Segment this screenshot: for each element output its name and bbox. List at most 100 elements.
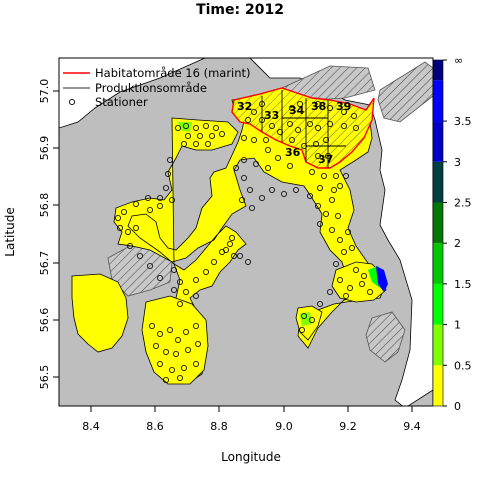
station-marker — [156, 194, 163, 201]
station-marker — [182, 328, 189, 335]
station-marker — [248, 204, 255, 211]
station-marker — [264, 146, 271, 153]
station-marker — [148, 322, 155, 329]
station-marker — [192, 322, 199, 329]
station-marker — [176, 300, 183, 307]
station-marker — [250, 109, 257, 116]
y-tick-label: 56.7 — [38, 251, 51, 276]
station-marker — [314, 125, 321, 132]
station-marker — [244, 258, 251, 265]
station-marker — [294, 127, 301, 134]
station-marker — [306, 192, 313, 199]
area-label-33: 33 — [264, 109, 279, 122]
station-marker — [246, 186, 253, 193]
station-marker — [212, 125, 219, 132]
colorbar-segment — [433, 283, 443, 325]
area-label-38: 38 — [311, 100, 326, 113]
legend: Habitatområde 16 (marint) Produktionsomr… — [63, 66, 251, 109]
station-marker — [352, 266, 359, 273]
station-marker — [240, 174, 247, 181]
station-marker — [180, 140, 187, 147]
station-marker — [228, 234, 235, 241]
station-marker — [162, 376, 169, 383]
station-marker — [202, 268, 209, 275]
colorbar-segment — [433, 121, 443, 162]
station-marker — [306, 121, 313, 128]
x-tick-label: 9.4 — [403, 420, 421, 433]
station-marker — [236, 252, 243, 259]
station-marker — [162, 348, 169, 355]
station-marker — [166, 326, 173, 333]
station-marker — [258, 101, 265, 108]
station-marker — [192, 140, 199, 147]
colorbar-tick-label: ∞ — [454, 54, 463, 67]
station-marker — [336, 236, 343, 243]
station-marker — [168, 366, 175, 373]
station-marker — [240, 134, 247, 141]
station-marker — [240, 156, 247, 163]
station-marker — [296, 101, 303, 108]
station-marker — [127, 242, 134, 249]
station-marker — [286, 121, 293, 128]
station-marker — [196, 132, 203, 139]
station-marker — [180, 364, 187, 371]
station-marker — [332, 172, 339, 179]
station-marker — [238, 196, 245, 203]
x-axis-label: Longitude — [221, 450, 281, 464]
colorbar-tick-label: 3.5 — [454, 115, 472, 128]
station-marker — [258, 194, 265, 201]
x-tick-label: 8.4 — [82, 420, 100, 433]
area-label-37: 37 — [318, 153, 333, 166]
station-marker — [146, 262, 153, 269]
area-label-39: 39 — [336, 100, 351, 113]
legend-label-production: Produktionsområde — [95, 81, 207, 95]
colorbar-segment — [433, 202, 443, 244]
station-marker — [226, 240, 233, 247]
y-tick-label: 57.0 — [38, 79, 51, 104]
station-marker — [340, 123, 347, 130]
station-marker — [340, 109, 347, 116]
station-marker — [342, 172, 349, 179]
colorbar-tick-label: 0.5 — [454, 359, 472, 372]
station-marker — [218, 130, 225, 137]
station-marker — [121, 208, 128, 215]
station-marker — [192, 360, 199, 367]
hotspot-green-south — [300, 312, 312, 326]
station-marker — [300, 142, 307, 149]
station-marker — [264, 164, 271, 171]
x-axis: 8.4 8.6 8.8 9.0 9.2 9.4 — [82, 406, 421, 433]
y-tick-label: 56.8 — [38, 193, 51, 218]
station-marker — [324, 152, 331, 159]
legend-label-habitat: Habitatområde 16 (marint) — [95, 66, 251, 80]
station-marker — [192, 125, 199, 132]
station-marker — [280, 190, 287, 197]
station-marker — [152, 342, 159, 349]
station-marker — [298, 326, 305, 333]
station-marker — [162, 184, 169, 191]
station-marker — [286, 162, 293, 169]
station-marker — [232, 164, 239, 171]
station-marker — [334, 212, 341, 219]
colorbar-tick-label: 1 — [454, 319, 461, 332]
station-marker — [194, 340, 201, 347]
station-marker — [156, 360, 163, 367]
colorbar-tick-label: 3 — [454, 156, 461, 169]
station-marker — [330, 186, 337, 193]
station-marker — [332, 260, 339, 267]
x-tick-label: 9.0 — [275, 420, 293, 433]
station-marker — [268, 186, 275, 193]
station-marker — [182, 123, 189, 130]
colorbar-segment — [433, 60, 443, 81]
station-marker — [316, 220, 323, 227]
station-marker — [314, 101, 321, 108]
station-marker — [288, 136, 295, 143]
station-marker — [288, 105, 295, 112]
station-marker — [268, 123, 275, 130]
station-marker — [326, 121, 333, 128]
production-area-south — [365, 311, 406, 363]
station-marker — [184, 132, 191, 139]
station-marker — [174, 125, 181, 132]
station-marker — [202, 123, 209, 130]
station-marker — [136, 252, 143, 259]
colorbar-frame — [432, 59, 444, 407]
